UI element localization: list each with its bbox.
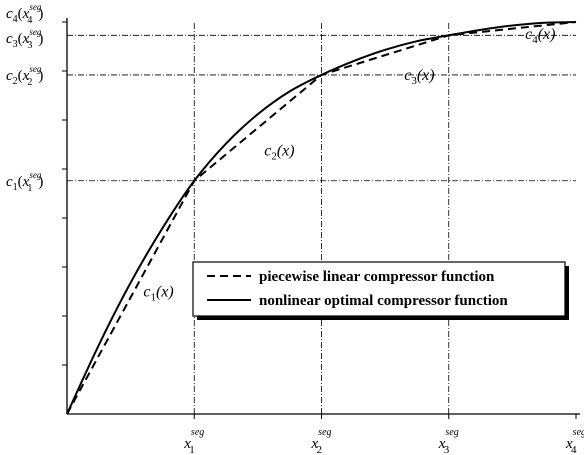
legend-box: [192, 261, 566, 317]
y-tick-base: c: [6, 174, 13, 190]
y-tick-index: 1: [13, 182, 18, 193]
annotation-index: 3: [411, 75, 417, 87]
y-tick-label-1: c1(xseg 1): [6, 170, 43, 194]
x-tick-label-3: xseg 3: [438, 427, 459, 455]
y-tick-paren-close: ): [38, 31, 43, 47]
y-tick-arg: x: [22, 31, 30, 47]
axes: [62, 18, 580, 419]
y-tick-sub: 2: [27, 77, 32, 88]
y-tick-paren-close: ): [38, 68, 43, 84]
x-tick-sub: 1: [189, 444, 195, 455]
y-tick-paren-close: ): [38, 6, 43, 22]
series-curves: [66, 21, 577, 415]
annotation-arg: (x): [417, 67, 435, 84]
x-tick-base: x: [565, 436, 573, 452]
annotation-base: c: [404, 67, 411, 84]
annotation-arg: (x): [156, 283, 174, 300]
annotation-c4: c4(x): [525, 26, 555, 46]
y-tick-sup: seg: [29, 170, 41, 180]
y-tick-base: c: [6, 6, 13, 22]
x-tick-base: x: [183, 436, 191, 452]
annotation-arg: (x): [277, 142, 295, 159]
y-tick-index: 3: [13, 39, 18, 50]
x-tick-base: x: [438, 436, 446, 452]
y-tick-arg: x: [22, 6, 30, 22]
annotation-base: c: [143, 283, 150, 300]
y-tick-arg: x: [22, 174, 30, 190]
annotation-index: 4: [532, 34, 538, 46]
annotation-index: 2: [271, 150, 277, 162]
x-tick-sup: seg: [318, 427, 331, 438]
y-tick-paren: (: [18, 174, 23, 190]
legend: piecewise linear compressor function nonl…: [192, 261, 569, 320]
x-tick-sup: seg: [573, 427, 584, 438]
tick-labels: xseg1xseg2xseg3xseg4c1(xseg1)c2(xseg2)c3…: [6, 2, 584, 455]
legend-label-solid: nonlinear optimal compressor function: [259, 293, 508, 309]
x-tick-sub: 2: [317, 444, 323, 455]
annotation-c2: c2(x): [264, 142, 294, 162]
y-tick-index: 2: [13, 76, 18, 87]
annotation-c1: c1(x): [143, 283, 173, 303]
y-tick-sup: seg: [29, 2, 41, 12]
y-tick-label-2: c2(xseg 2): [6, 64, 43, 88]
annotation-arg: (x): [538, 26, 556, 43]
y-tick-sub: 3: [27, 40, 32, 51]
y-tick-base: c: [6, 68, 13, 84]
y-tick-index: 4: [13, 14, 18, 25]
y-tick-paren: (: [18, 6, 23, 22]
x-tick-sub: 4: [571, 444, 577, 455]
legend-label-dashed: piecewise linear compressor function: [259, 269, 495, 285]
annotation-base: c: [264, 142, 271, 159]
x-tick-label-2: xseg 2: [311, 427, 332, 455]
y-tick-base: c: [6, 31, 13, 47]
y-tick-paren: (: [18, 68, 23, 84]
annotation-c3: c3(x): [404, 67, 434, 87]
annotation-base: c: [525, 26, 532, 43]
y-tick-arg: x: [22, 68, 30, 84]
y-tick-sup: seg: [29, 27, 41, 37]
y-tick-sup: seg: [29, 64, 41, 74]
x-tick-label-4: xseg 4: [565, 427, 584, 455]
y-tick-sub: 4: [27, 15, 32, 26]
curve-annotations: c1(x)c2(x)c3(x)c4(x): [143, 26, 555, 304]
x-tick-sup: seg: [191, 427, 204, 438]
x-tick-label-1: xseg 1: [183, 427, 204, 455]
x-tick-base: x: [311, 436, 319, 452]
y-tick-label-3: c3(xseg 3): [6, 27, 43, 51]
y-tick-paren-close: ): [38, 174, 43, 190]
x-tick-sub: 3: [444, 444, 450, 455]
y-tick-paren: (: [18, 31, 23, 47]
y-tick-sub: 1: [27, 183, 32, 194]
grid-lines: [67, 22, 576, 414]
x-tick-sup: seg: [445, 427, 458, 438]
y-tick-label-4: c4(xseg 4): [6, 2, 43, 26]
nonlinear-optimal-curve: [66, 21, 577, 415]
annotation-index: 1: [150, 291, 156, 303]
